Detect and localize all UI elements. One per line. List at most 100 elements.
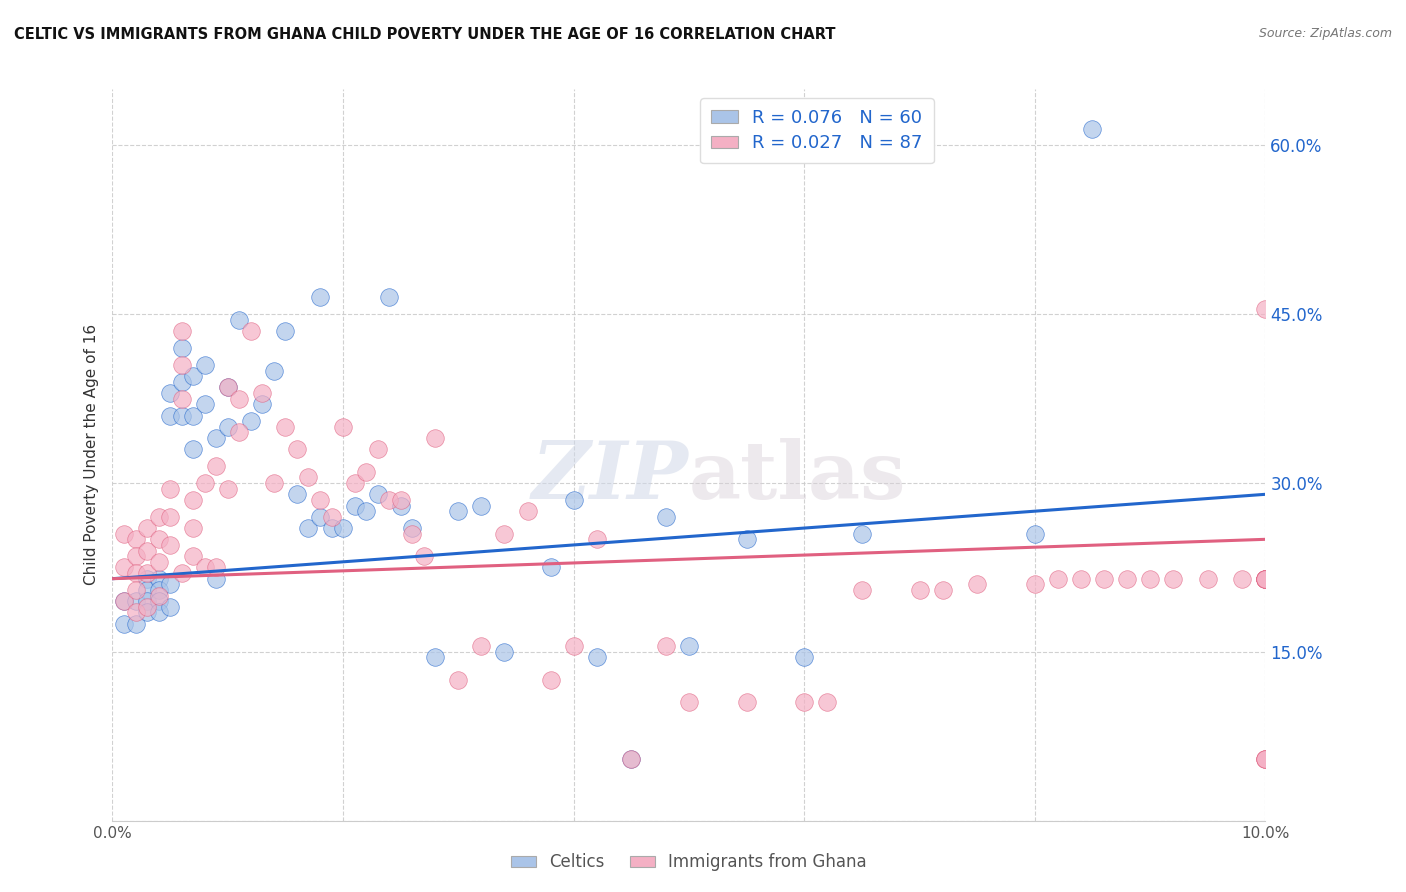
Point: [159, 482, 181, 496]
Point: [136, 599, 159, 614]
Point: [470, 639, 492, 653]
Point: [309, 492, 332, 507]
Text: Source: ZipAtlas.com: Source: ZipAtlas.com: [1258, 27, 1392, 40]
Point: [1232, 572, 1254, 586]
Point: [1116, 572, 1139, 586]
Text: atlas: atlas: [689, 438, 907, 516]
Point: [1024, 577, 1046, 591]
Point: [148, 589, 170, 603]
Point: [1024, 526, 1046, 541]
Point: [793, 696, 815, 710]
Text: ZIP: ZIP: [531, 438, 689, 516]
Point: [1254, 572, 1277, 586]
Point: [136, 572, 159, 586]
Point: [562, 639, 585, 653]
Point: [181, 409, 204, 423]
Point: [239, 414, 262, 428]
Point: [285, 442, 308, 457]
Point: [343, 476, 366, 491]
Point: [1254, 572, 1277, 586]
Point: [217, 482, 239, 496]
Point: [170, 566, 193, 580]
Point: [217, 380, 239, 394]
Point: [170, 392, 193, 406]
Point: [148, 533, 170, 547]
Point: [112, 594, 135, 608]
Point: [1254, 572, 1277, 586]
Point: [136, 543, 159, 558]
Point: [851, 582, 873, 597]
Point: [655, 639, 678, 653]
Point: [494, 645, 516, 659]
Point: [540, 560, 562, 574]
Point: [228, 313, 250, 327]
Point: [1197, 572, 1219, 586]
Point: [170, 324, 193, 338]
Point: [1046, 572, 1069, 586]
Point: [124, 566, 146, 580]
Point: [297, 521, 319, 535]
Point: [378, 290, 401, 304]
Point: [931, 582, 953, 597]
Point: [1254, 572, 1277, 586]
Point: [678, 696, 700, 710]
Text: CELTIC VS IMMIGRANTS FROM GHANA CHILD POVERTY UNDER THE AGE OF 16 CORRELATION CH: CELTIC VS IMMIGRANTS FROM GHANA CHILD PO…: [14, 27, 835, 42]
Point: [205, 459, 228, 474]
Point: [112, 526, 135, 541]
Point: [343, 499, 366, 513]
Point: [181, 521, 204, 535]
Point: [297, 470, 319, 484]
Point: [112, 560, 135, 574]
Point: [494, 526, 516, 541]
Point: [228, 392, 250, 406]
Point: [851, 526, 873, 541]
Point: [354, 465, 377, 479]
Point: [655, 509, 678, 524]
Point: [124, 549, 146, 564]
Point: [159, 599, 181, 614]
Point: [401, 521, 423, 535]
Point: [620, 752, 643, 766]
Point: [148, 509, 170, 524]
Point: [367, 442, 389, 457]
Point: [1254, 572, 1277, 586]
Point: [321, 521, 343, 535]
Point: [217, 380, 239, 394]
Point: [378, 492, 401, 507]
Point: [136, 606, 159, 620]
Point: [470, 499, 492, 513]
Point: [447, 504, 470, 518]
Point: [159, 509, 181, 524]
Point: [367, 487, 389, 501]
Point: [540, 673, 562, 687]
Point: [1254, 752, 1277, 766]
Point: [239, 324, 262, 338]
Point: [170, 341, 193, 355]
Y-axis label: Child Poverty Under the Age of 16: Child Poverty Under the Age of 16: [83, 325, 98, 585]
Point: [332, 521, 354, 535]
Point: [205, 560, 228, 574]
Point: [112, 616, 135, 631]
Point: [228, 425, 250, 440]
Point: [194, 476, 217, 491]
Point: [1139, 572, 1161, 586]
Point: [1254, 301, 1277, 316]
Point: [136, 566, 159, 580]
Point: [159, 386, 181, 401]
Point: [585, 533, 607, 547]
Point: [412, 549, 434, 564]
Point: [1081, 121, 1104, 136]
Point: [194, 397, 217, 411]
Point: [263, 476, 285, 491]
Point: [124, 606, 146, 620]
Point: [309, 290, 332, 304]
Point: [124, 616, 146, 631]
Point: [735, 696, 758, 710]
Point: [136, 521, 159, 535]
Point: [425, 431, 447, 445]
Point: [148, 555, 170, 569]
Point: [170, 358, 193, 372]
Point: [194, 560, 217, 574]
Point: [205, 431, 228, 445]
Point: [159, 577, 181, 591]
